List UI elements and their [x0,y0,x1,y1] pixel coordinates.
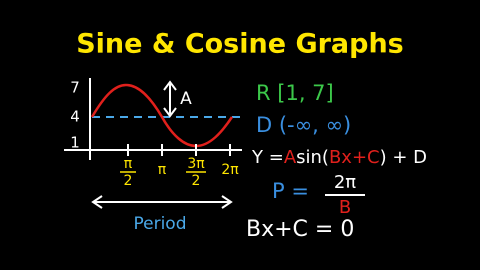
phase: Bx+C = 0 [246,217,354,242]
equation-part: ) + D [380,147,427,168]
graph: 7 4 1 A π 2 π 3π 2 2π Period [64,78,242,234]
period-label: Period [133,214,186,234]
x-label-numerator: 3π [187,156,205,172]
x-ticks [127,144,231,156]
x-label: 2π [221,162,239,178]
range: R [1, 7] [256,81,334,105]
x-label: π [158,162,167,178]
equation-part: sin( [296,147,329,168]
x-label-denominator: 2 [124,173,133,189]
period-numerator: 2π [334,172,356,193]
period-denominator: B [339,197,351,218]
equation-part: Y = [251,147,284,168]
period-arrowheads [91,195,233,209]
y-label: 4 [70,108,80,126]
sine-curve [90,83,234,148]
domain: D (-∞, ∞) [256,113,351,137]
period-lhs: P = [272,179,309,203]
y-label: 7 [70,79,80,97]
equation: Y =Asin(Bx+C) + D [251,147,427,168]
x-label-numerator: π [124,156,133,172]
x-label-denominator: 2 [192,173,201,189]
equation-part: Bx+C [329,147,380,168]
notes: R [1, 7] D (-∞, ∞) Y =Asin(Bx+C) + D P =… [246,81,427,242]
y-label: 1 [70,134,80,152]
title: Sine & Cosine Graphs [76,29,404,60]
x-labels: π 2 π 3π 2 2π [120,156,239,189]
amplitude-label: A [180,89,192,109]
amplitude-arrowheads [163,80,177,118]
equation-part: A [284,147,297,168]
